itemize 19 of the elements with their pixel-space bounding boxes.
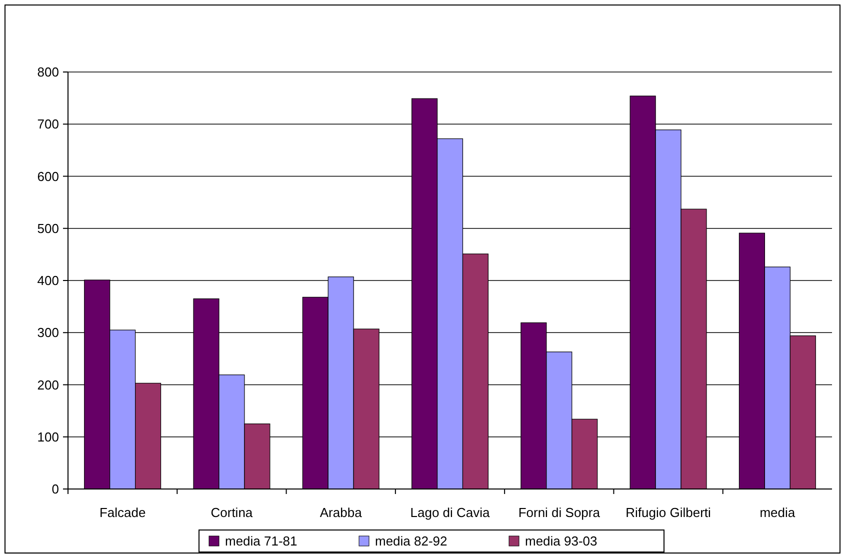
x-tick-label: Forni di Sopra <box>518 505 601 520</box>
legend-label: media 93-03 <box>525 534 598 549</box>
x-tick-label: Arabba <box>320 505 363 520</box>
x-tick-label: Lago di Cavia <box>410 505 491 520</box>
x-tick-label: Rifugio Gilberti <box>626 505 712 520</box>
x-tick-label: Falcade <box>99 505 146 520</box>
y-tick-label: 0 <box>52 482 59 497</box>
y-tick-label: 600 <box>37 168 59 184</box>
x-tick-label: Cortina <box>210 505 254 520</box>
y-tick-label: 800 <box>37 64 59 80</box>
y-tick-label: 100 <box>37 429 59 444</box>
y-tick-label: 400 <box>37 273 59 288</box>
y-tick-label: 500 <box>37 220 59 236</box>
legend-label: media 71-81 <box>225 534 298 549</box>
y-tick-label: 700 <box>37 116 59 132</box>
y-tick-label: 300 <box>37 325 59 340</box>
x-tick-label: media <box>760 505 796 520</box>
legend-label: media 82-92 <box>375 534 448 549</box>
y-tick-label: 200 <box>37 377 59 392</box>
